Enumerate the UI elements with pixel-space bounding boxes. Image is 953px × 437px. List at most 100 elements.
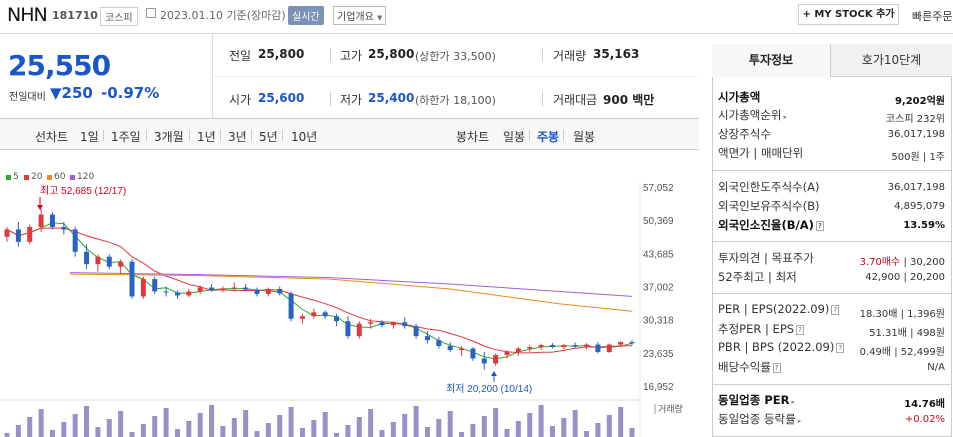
volume-bar: [254, 431, 260, 437]
tab-hoga[interactable]: 호가10단계: [831, 44, 952, 77]
high-arrow-head: [37, 205, 43, 210]
quick-order-link[interactable]: 빠른주문: [912, 10, 953, 23]
period-bar: [0, 118, 699, 150]
eeps-label: EPS: [772, 322, 795, 336]
amount-value: 900 백만: [603, 93, 655, 107]
bps-label: BPS (2022.09): [752, 340, 835, 354]
period-1w[interactable]: 1주일: [111, 130, 141, 144]
candle-body: [402, 322, 408, 327]
foreign-limit-label: 외국인한도주식수(A): [718, 180, 820, 194]
help-icon[interactable]: ?: [815, 220, 824, 231]
candle-body: [140, 279, 146, 297]
candle-daily[interactable]: 일봉: [503, 130, 526, 144]
w52-high-value: 42,900: [865, 272, 901, 283]
pbr-value: 0.49배: [859, 347, 892, 358]
sector-rate-row: 동일업종 등락률 ▸: [718, 411, 801, 427]
volume-bar: [163, 408, 169, 437]
volume-bar: [140, 424, 146, 437]
period-10y[interactable]: 10년: [291, 130, 318, 144]
par-value: 500원: [891, 152, 920, 163]
panel-divider: [713, 293, 951, 294]
pbr-values: 0.49배 | 52,499원: [859, 347, 945, 358]
volume-bar: [61, 422, 67, 437]
candle-body: [254, 289, 260, 294]
ma-line-20: [6, 227, 633, 354]
panel-divider: [713, 170, 951, 171]
candle-body: [186, 291, 192, 296]
period-3m[interactable]: 3개월: [154, 130, 184, 144]
eps-label: EPS(2022.09): [751, 302, 830, 316]
help-icon[interactable]: ?: [796, 324, 804, 335]
volume-bar: [470, 424, 476, 437]
legend-swatch-120: [70, 175, 75, 180]
help-icon[interactable]: ?: [836, 342, 845, 353]
opinion-values: 3.70매수 | 30,200: [859, 257, 945, 268]
realtime-button[interactable]: 실시간: [288, 6, 324, 25]
volume-label: 거래량: [553, 49, 587, 63]
period-separator: [146, 130, 147, 141]
candle-body: [436, 340, 442, 347]
volume-value: 35,163: [593, 47, 640, 61]
volume-bar: [527, 413, 533, 437]
mcap-rank-row: 시가총액순위 ▸: [718, 107, 787, 123]
sector-rate-label: 동일업종 등락률: [718, 412, 796, 426]
candle-body: [4, 229, 10, 237]
volume-bar: [288, 407, 294, 437]
stock-chart[interactable]: 57,052 50,369 43,685 37,002 30,318 23,635 16,9…: [0, 150, 700, 437]
help-icon[interactable]: ?: [831, 304, 840, 315]
volume-bar: [95, 427, 101, 437]
volume-bar: [436, 419, 442, 437]
volume-bar: [549, 426, 555, 437]
period-separator: [251, 130, 252, 141]
pbr-label: PBR: [718, 340, 741, 354]
candle-body: [572, 345, 578, 347]
help-icon[interactable]: ?: [772, 362, 781, 373]
volume-bar: [424, 427, 430, 437]
candle-body: [379, 322, 385, 326]
div-value: N/A: [927, 362, 945, 373]
candle-body: [470, 348, 476, 359]
volume-bar: [356, 417, 362, 437]
caret-icon: ▸: [791, 398, 795, 406]
candle-body: [106, 256, 112, 267]
period-3y[interactable]: 3년: [228, 130, 247, 144]
volume-bar: [299, 428, 305, 437]
w52-row: 52주최고 | 최저: [718, 270, 797, 284]
w52-high-label: 52주최고: [718, 270, 765, 284]
tab-invest-info[interactable]: 투자정보: [712, 44, 831, 77]
my-stock-add-button[interactable]: + MY STOCK 추가: [798, 4, 899, 25]
period-separator: [529, 130, 530, 141]
opinion-value: 3.70매수: [859, 257, 901, 268]
volume-bar: [174, 429, 180, 437]
legend-120: 120: [77, 172, 95, 182]
volume-bar: [629, 428, 635, 437]
candle-body: [527, 347, 533, 349]
ma-line-60: [69, 273, 633, 312]
ma-line-120: [69, 272, 633, 297]
volume-bar: [322, 412, 328, 437]
candle-monthly[interactable]: 월봉: [573, 130, 596, 144]
candle-body: [152, 279, 158, 292]
shares-label: 상장주식수: [718, 127, 771, 141]
panel-divider: [713, 384, 951, 385]
candle-weekly[interactable]: 주봉: [537, 130, 560, 144]
target-label: 목표주가: [771, 251, 814, 265]
period-1y[interactable]: 1년: [197, 130, 216, 144]
period-5y[interactable]: 5년: [259, 130, 278, 144]
company-overview-dropdown[interactable]: 기업개요 ▼: [333, 6, 387, 25]
volume-bar: [334, 433, 340, 437]
candle-body: [481, 358, 487, 364]
volume-bar: [584, 431, 590, 437]
header-divider: [0, 33, 953, 34]
volume-bar: [38, 409, 44, 437]
volume-bar: [231, 418, 237, 437]
legend-60: 60: [54, 172, 66, 182]
period-1d[interactable]: 1일: [80, 130, 99, 144]
current-price: 25,550: [8, 49, 111, 82]
per-value: 18.30배: [859, 309, 898, 320]
volume-bar: [379, 430, 385, 437]
price-change-pct: -0.97%: [101, 84, 160, 102]
volume-bar: [265, 423, 271, 437]
prev-close-value: 25,800: [258, 47, 305, 61]
quote-divider: [542, 48, 543, 62]
